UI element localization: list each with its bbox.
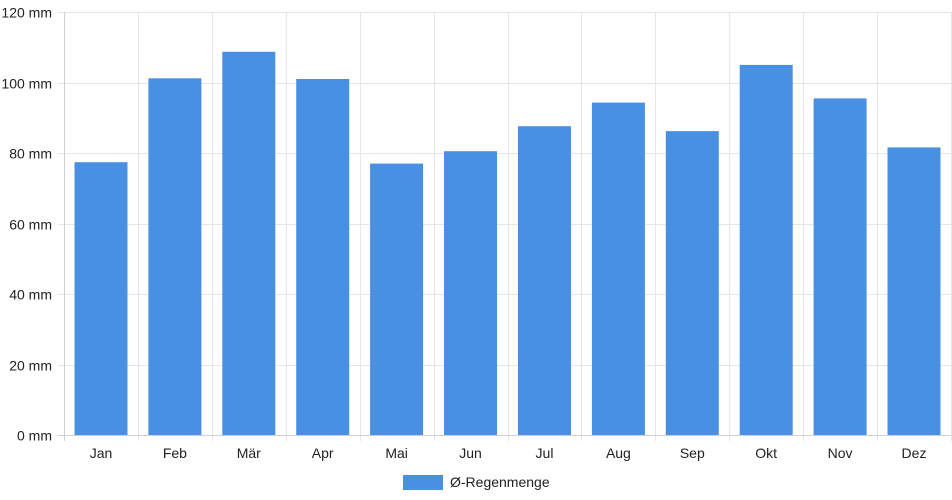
x-tick-label: Apr: [312, 445, 334, 461]
legend-label: Ø-Regenmenge: [450, 474, 550, 490]
bars: [74, 51, 941, 436]
x-tick-label: Jun: [459, 445, 482, 461]
x-tick-label: Sep: [680, 445, 705, 461]
bar-okt[interactable]: [739, 64, 793, 436]
y-tick-label: 80 mm: [9, 146, 52, 162]
bar-sep[interactable]: [665, 131, 719, 435]
bar-mär[interactable]: [222, 51, 276, 436]
bar-mai[interactable]: [370, 163, 424, 435]
y-tick-label: 100 mm: [1, 76, 52, 92]
x-tick-label: Mai: [385, 445, 408, 461]
x-tick-label: Aug: [606, 445, 631, 461]
x-tick-label: Jul: [536, 445, 554, 461]
x-tick-label: Okt: [755, 445, 777, 461]
y-tick-label: 120 mm: [1, 5, 52, 21]
bar-aug[interactable]: [591, 102, 645, 435]
legend[interactable]: Ø-Regenmenge: [403, 474, 550, 490]
y-tick-label: 40 mm: [9, 287, 52, 303]
bar-apr[interactable]: [296, 79, 350, 435]
y-tick-label: 60 mm: [9, 217, 52, 233]
x-tick-label: Feb: [163, 445, 187, 461]
bar-jun[interactable]: [444, 151, 497, 435]
y-tick-label: 0 mm: [17, 428, 52, 444]
axes: [58, 12, 951, 441]
y-axis-ticks: 0 mm 20 mm 40 mm 60 mm 80 mm 100 mm 120 mm: [1, 5, 52, 444]
x-tick-label: Jan: [90, 445, 113, 461]
legend-swatch: [403, 475, 443, 490]
x-tick-label: Mär: [237, 445, 261, 461]
y-tick-label: 20 mm: [9, 358, 52, 374]
bar-feb[interactable]: [148, 78, 202, 436]
x-tick-label: Dez: [902, 445, 927, 461]
bar-dez[interactable]: [887, 147, 941, 435]
bar-jul[interactable]: [518, 126, 571, 435]
bar-jan[interactable]: [74, 162, 128, 435]
x-axis-ticks: Jan Feb Mär Apr Mai Jun Jul Aug Sep Okt Nov Dez: [90, 445, 927, 461]
x-tick-label: Nov: [828, 445, 853, 461]
bar-nov[interactable]: [813, 98, 867, 436]
